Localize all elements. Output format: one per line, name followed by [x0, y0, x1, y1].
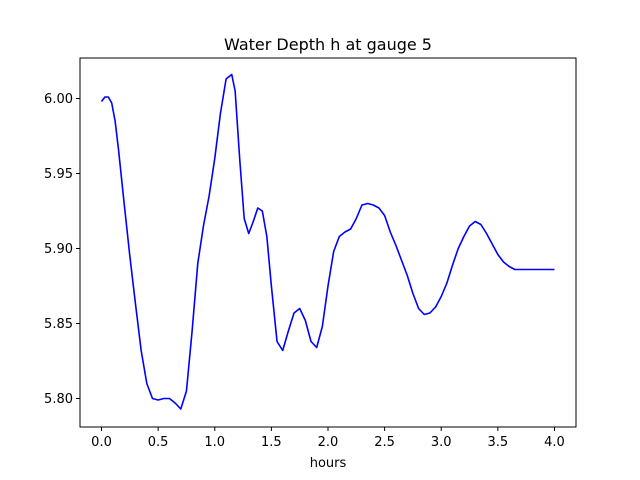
y-tick-label: 6.00: [44, 92, 73, 107]
x-tick-label: 1.0: [204, 435, 225, 450]
series-line-0: [100, 73, 555, 410]
x-tick-label: 4.0: [544, 435, 565, 450]
x-tick-label: 3.5: [488, 435, 509, 450]
x-tick-label: 2.0: [318, 435, 339, 450]
y-tick-label: 5.85: [44, 317, 73, 332]
plot-area: 0.0 0.5 1.0 1.5 2.0 2.5 3.0 3.5 4.0 5.80 5.85 5.90 5…: [44, 57, 577, 450]
x-tick-label: 0.5: [148, 435, 169, 450]
x-tick-label: 3.0: [431, 435, 452, 450]
x-tick-label: 1.5: [261, 435, 282, 450]
x-axis-label: hours: [310, 456, 347, 471]
y-tick-label: 5.95: [44, 167, 73, 182]
y-tick-label: 5.80: [44, 392, 73, 407]
x-tick-label: 0.0: [91, 435, 112, 450]
y-tick-label: 5.90: [44, 242, 73, 257]
chart-title: Water Depth h at gauge 5: [224, 35, 432, 54]
x-tick-label: 2.5: [374, 435, 395, 450]
